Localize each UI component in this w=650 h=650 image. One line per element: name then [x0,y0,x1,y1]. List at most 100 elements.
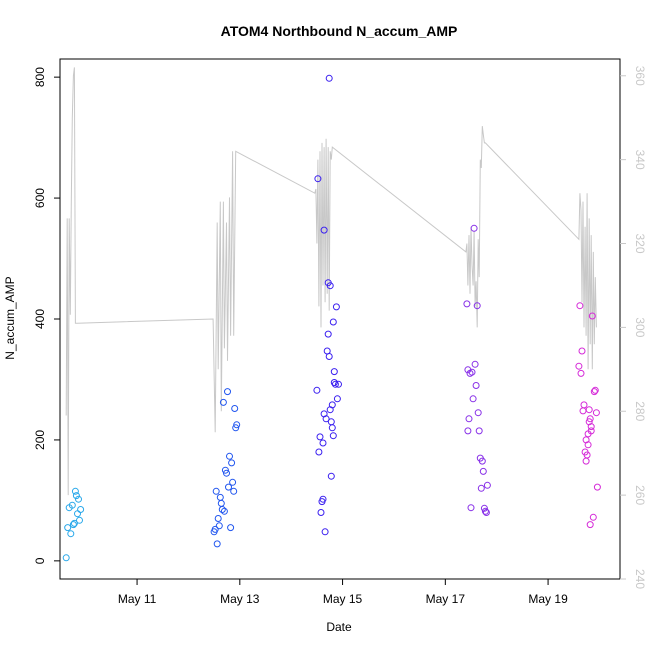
data-point [213,540,221,548]
data-point [475,427,483,435]
data-point [232,424,240,432]
data-point [330,368,338,376]
data-point [589,513,597,521]
data-point [76,516,83,524]
data-point [67,530,75,538]
data-point [321,528,329,536]
data-point [220,507,228,515]
data-point [584,430,592,438]
y-tick-label: 600 [33,188,47,208]
data-point [477,484,485,492]
data-point [214,515,222,522]
x-axis: May 11 May 13 May 15 May 17 May 19 [118,579,568,606]
data-point [64,524,72,532]
data-point [576,302,584,310]
data-point [314,175,322,183]
x-tick-label: May 17 [426,592,466,606]
data-point [577,369,585,377]
data-point [481,507,489,515]
right-tick-label: 240 [633,569,647,589]
data-point [591,386,599,394]
data-point [586,521,594,529]
data-point [592,409,600,417]
data-point [326,406,334,414]
data-point [464,427,472,435]
data-point [320,410,328,418]
y-tick-label: 200 [33,430,47,450]
x-tick-label: May 11 [118,592,157,606]
data-point [584,441,592,449]
data-point [332,303,340,311]
data-point [215,522,223,530]
y-axis-label: N_accum_AMP [3,276,17,359]
series-line [65,67,597,496]
data-point [331,380,339,388]
data-point [333,395,341,403]
data-point [218,506,226,513]
data-point [587,423,595,431]
data-point [233,421,241,429]
data-point [329,432,337,440]
data-point [320,226,328,234]
data-point [468,368,476,376]
data-point [325,353,333,360]
data-point [479,467,487,475]
x-axis-label: Date [326,620,352,634]
x-tick-label: May 13 [220,592,260,606]
data-point [474,409,482,417]
y-tick-label: 800 [33,67,47,87]
data-point [72,492,80,500]
plot-frame [59,58,621,580]
data-point [211,525,219,533]
data-point [582,457,590,465]
data-point [480,504,488,512]
data-point [588,312,596,320]
right-axis: 240 260 280 300 320 340 360 [620,66,647,589]
data-point [228,459,236,467]
y-tick-label: 400 [33,309,47,329]
right-tick-label: 340 [633,150,647,170]
data-point [227,524,235,532]
data-point [327,472,335,480]
data-point [221,466,229,474]
data-point [471,360,479,368]
data-point [315,448,323,456]
data-point [578,347,586,355]
data-point [324,330,332,338]
data-point [69,521,77,529]
data-point [473,302,481,310]
right-tick-label: 320 [633,234,647,254]
data-point [231,405,239,412]
x-tick-label: May 19 [528,592,568,606]
data-point [316,433,324,441]
data-point [219,398,227,406]
data-point [467,504,475,512]
data-point [590,388,598,396]
data-point [586,415,594,423]
data-point [229,478,237,486]
data-point [223,469,230,477]
data-point [326,282,334,290]
data-point [335,380,342,388]
data-point [216,493,224,501]
point-series [62,74,601,562]
data-point [579,407,587,415]
data-point [469,395,477,403]
data-point [463,300,471,308]
y-axis: 0 200 400 600 800 [33,67,60,564]
data-point [217,499,225,507]
data-point [585,406,593,414]
data-point [68,501,76,509]
data-point [226,452,233,460]
data-point [472,382,480,389]
data-point [319,439,327,447]
data-point [329,318,337,326]
data-point [575,362,583,370]
data-point [317,509,325,516]
data-point [313,386,321,394]
data-point [70,519,78,527]
right-tick-label: 360 [633,66,647,86]
data-point [465,415,473,423]
line-series [65,67,597,496]
